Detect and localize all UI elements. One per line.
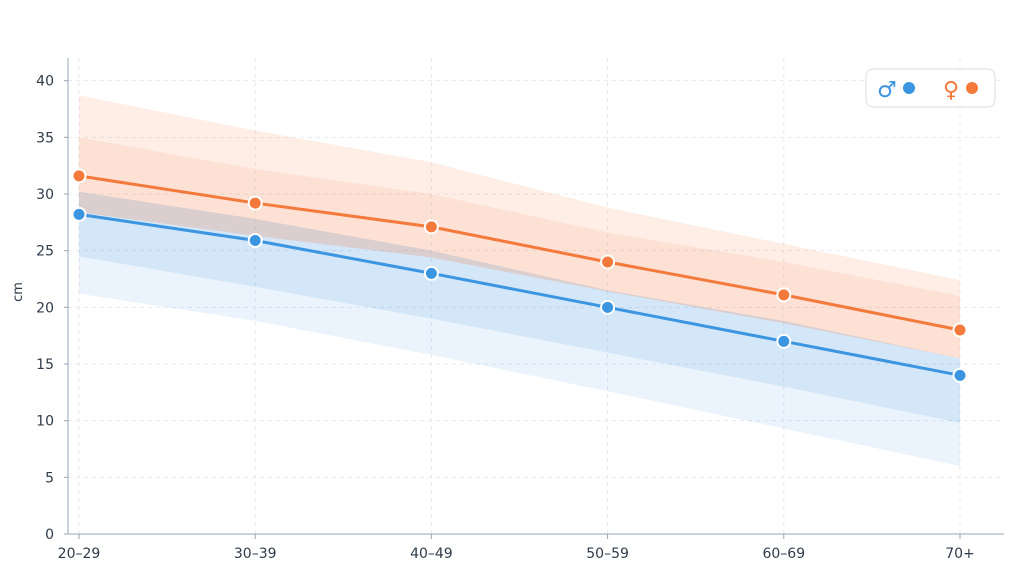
tick-labels: 0 5 10 15 20 25 30 35 40 20–29 30–39 40–49 50–59 60–6… xyxy=(36,74,975,562)
x-tick-label: 70+ xyxy=(945,546,975,562)
male-data-point xyxy=(247,232,263,248)
x-tick-label: 20–29 xyxy=(58,546,101,562)
legend-male-symbol: ♂ xyxy=(877,78,897,103)
male-data-point xyxy=(952,367,968,383)
y-tick-label: 15 xyxy=(36,357,54,373)
y-tick-label: 30 xyxy=(36,187,54,203)
legend-box xyxy=(865,68,996,108)
x-tick-label: 50–59 xyxy=(586,546,629,562)
y-tick-label: 0 xyxy=(45,527,54,543)
male-data-point xyxy=(423,265,439,281)
female-data-point xyxy=(776,287,792,303)
y-tick-label: 40 xyxy=(36,74,54,90)
male-data-point xyxy=(776,333,792,349)
male-outer-band xyxy=(79,191,960,466)
legend-female-marker xyxy=(966,82,978,94)
y-tick-label: 20 xyxy=(36,300,54,316)
male-data-point xyxy=(71,206,87,222)
y-tick-label: 5 xyxy=(45,470,54,486)
y-tick-label: 10 xyxy=(36,414,54,430)
legend-female-symbol: ♀ xyxy=(943,78,959,103)
female-data-point xyxy=(952,322,968,338)
data-points xyxy=(71,168,968,383)
female-data-point xyxy=(71,168,87,184)
x-tick-label: 60–69 xyxy=(762,546,805,562)
series-lines xyxy=(78,174,961,377)
x-tick-label: 40–49 xyxy=(410,546,453,562)
female-data-point xyxy=(600,254,616,270)
female-outer-band xyxy=(79,95,960,359)
legend-male-marker xyxy=(903,82,915,94)
confidence-bands xyxy=(79,95,960,466)
female-series-line xyxy=(78,174,961,332)
male-series-line xyxy=(78,212,961,377)
y-tick-label: 35 xyxy=(36,130,54,146)
female-data-point xyxy=(423,219,439,235)
male-data-point xyxy=(600,299,616,315)
y-tick-label: 25 xyxy=(36,244,54,260)
female-inner-band xyxy=(79,137,960,359)
y-axis-label: cm xyxy=(11,282,26,302)
grid xyxy=(68,58,1004,534)
female-data-point xyxy=(247,195,263,211)
legend: ♂ ♀ xyxy=(865,68,996,108)
x-tick-label: 30–39 xyxy=(234,546,277,562)
